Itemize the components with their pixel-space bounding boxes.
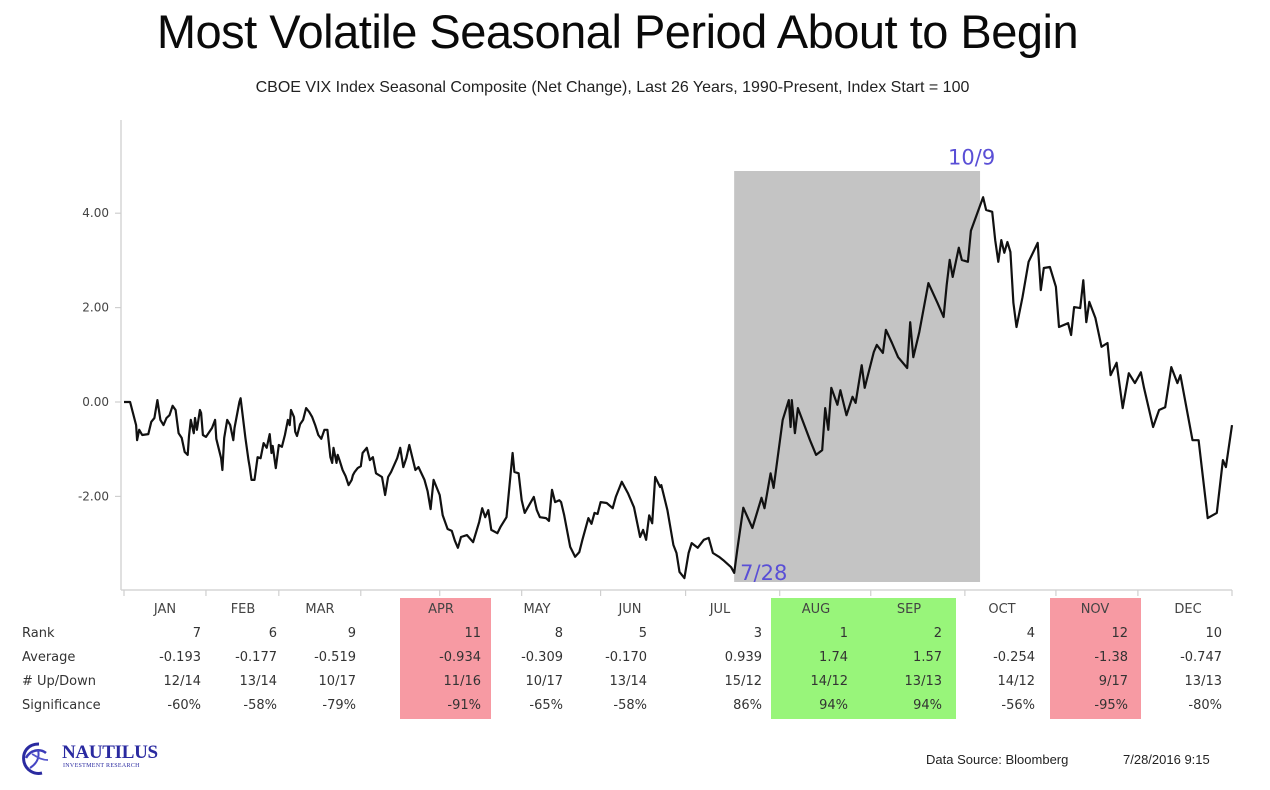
average-cell: -0.254 (993, 650, 1035, 665)
average-cell: -0.177 (235, 650, 277, 665)
month-header: NOV (1080, 602, 1110, 617)
y-tick-label: -2.00 (78, 489, 109, 503)
up-down-cell: 13/14 (239, 674, 277, 689)
average-cell: -0.309 (521, 650, 563, 665)
series-line-vix-composite (124, 196, 1234, 580)
significance-cell: -80% (1188, 698, 1222, 713)
significance-cell: -56% (1001, 698, 1035, 713)
up-down-cell: 10/17 (318, 674, 356, 689)
average-cell: 1.74 (819, 650, 848, 665)
significance-cell: -65% (529, 698, 563, 713)
month-header: APR (428, 602, 454, 617)
up-down-cell: 9/17 (1098, 674, 1128, 689)
highlight-nov (1050, 598, 1141, 719)
month-header: MAY (523, 602, 551, 617)
rank-cell: 8 (554, 626, 563, 641)
month-header: SEP (896, 602, 922, 617)
data-source: Data Source: Bloomberg (926, 752, 1069, 767)
highlight-aug (771, 598, 863, 719)
row-label-average: Average (22, 650, 76, 665)
annotation-10-9: 10/9 (948, 146, 995, 170)
average-cell: 1.57 (913, 650, 942, 665)
rank-cell: 5 (638, 626, 647, 641)
month-header: MAR (305, 602, 335, 617)
significance-cell: 94% (913, 698, 942, 713)
highlight-apr (400, 598, 491, 719)
chart-subtitle: CBOE VIX Index Seasonal Composite (Net C… (255, 79, 970, 96)
shaded-volatile-period (734, 171, 981, 582)
row-label-up-down: # Up/Down (22, 674, 97, 689)
up-down-cell: 13/14 (609, 674, 647, 689)
month-header: DEC (1174, 602, 1202, 617)
significance-cell: -58% (613, 698, 647, 713)
average-cell: -0.934 (439, 650, 481, 665)
nautilus-swirl-icon (22, 742, 49, 775)
significance-cell: -79% (322, 698, 356, 713)
logo-name: NAUTILUS (62, 742, 158, 763)
y-tick-label: 0.00 (82, 395, 109, 409)
rank-cell: 11 (464, 626, 481, 641)
y-tick-label: 2.00 (82, 301, 109, 315)
up-down-cell: 14/12 (997, 674, 1035, 689)
nautilus-logo: NAUTILUS INVESTMENT RESEARCH (18, 738, 168, 780)
significance-cell: -95% (1094, 698, 1128, 713)
logo-subtitle: INVESTMENT RESEARCH (63, 763, 140, 769)
month-header: AUG (801, 602, 831, 617)
average-cell: -0.519 (314, 650, 356, 665)
y-tick-label: 4.00 (82, 206, 109, 220)
significance-cell: -58% (243, 698, 277, 713)
rank-cell: 6 (268, 626, 277, 641)
rank-cell: 1 (839, 626, 848, 641)
significance-cell: -91% (447, 698, 481, 713)
average-cell: 0.939 (724, 650, 762, 665)
month-header: JUN (618, 602, 642, 617)
month-header: OCT (988, 602, 1016, 617)
rank-cell: 10 (1205, 626, 1222, 641)
month-header: JUL (709, 602, 731, 617)
up-down-cell: 12/14 (163, 674, 201, 689)
rank-cell: 7 (192, 626, 201, 641)
rank-cell: 4 (1026, 626, 1035, 641)
average-cell: -1.38 (1094, 650, 1128, 665)
row-label-rank: Rank (22, 626, 55, 641)
significance-cell: -60% (167, 698, 201, 713)
up-down-cell: 14/12 (810, 674, 848, 689)
month-header: FEB (230, 602, 256, 617)
significance-cell: 94% (819, 698, 848, 713)
month-header: JAN (153, 602, 177, 617)
rank-cell: 2 (933, 626, 942, 641)
average-cell: -0.170 (605, 650, 647, 665)
line-chart: 4.00 2.00 0.00 -2.00 7/28 10/9 (78, 120, 1234, 596)
up-down-cell: 11/16 (443, 674, 481, 689)
up-down-cell: 10/17 (525, 674, 563, 689)
rank-cell: 3 (753, 626, 762, 641)
up-down-cell: 15/12 (724, 674, 762, 689)
row-label-significance: Significance (22, 698, 101, 713)
highlight-sep (863, 598, 956, 719)
rank-cell: 12 (1111, 626, 1128, 641)
timestamp: 7/28/2016 9:15 (1123, 752, 1210, 767)
average-cell: -0.193 (159, 650, 201, 665)
chart-title: Most Volatile Seasonal Period About to B… (156, 5, 1079, 58)
rank-cell: 9 (347, 626, 356, 641)
average-cell: -0.747 (1180, 650, 1222, 665)
up-down-cell: 13/13 (1184, 674, 1222, 689)
annotation-7-28: 7/28 (740, 561, 787, 585)
significance-cell: 86% (733, 698, 762, 713)
up-down-cell: 13/13 (904, 674, 942, 689)
